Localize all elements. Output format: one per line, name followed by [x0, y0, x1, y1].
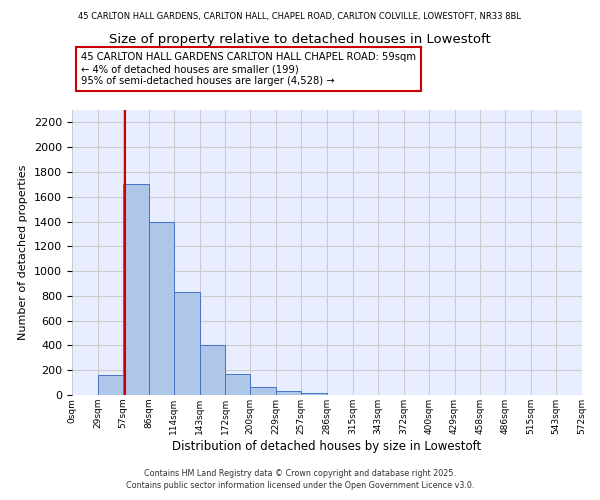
Text: 45 CARLTON HALL GARDENS CARLTON HALL CHAPEL ROAD: 59sqm
← 4% of detached houses : 45 CARLTON HALL GARDENS CARLTON HALL CHA… [81, 52, 416, 86]
Bar [301, 392, 327, 395]
X-axis label: Distribution of detached houses by size in Lowestoft: Distribution of detached houses by size … [172, 440, 482, 452]
Bar [123, 184, 149, 395]
Bar [276, 392, 301, 395]
Bar [149, 222, 173, 395]
Bar [98, 375, 123, 395]
Text: 45 CARLTON HALL GARDENS, CARLTON HALL, CHAPEL ROAD, CARLTON COLVILLE, LOWESTOFT,: 45 CARLTON HALL GARDENS, CARLTON HALL, C… [79, 12, 521, 22]
Bar [199, 346, 226, 395]
Text: Size of property relative to detached houses in Lowestoft: Size of property relative to detached ho… [109, 32, 491, 46]
Bar [250, 387, 276, 395]
Bar [173, 292, 199, 395]
Text: Contains HM Land Registry data © Crown copyright and database right 2025.: Contains HM Land Registry data © Crown c… [144, 468, 456, 477]
Y-axis label: Number of detached properties: Number of detached properties [19, 165, 28, 340]
Text: Contains public sector information licensed under the Open Government Licence v3: Contains public sector information licen… [126, 481, 474, 490]
Bar [226, 374, 250, 395]
